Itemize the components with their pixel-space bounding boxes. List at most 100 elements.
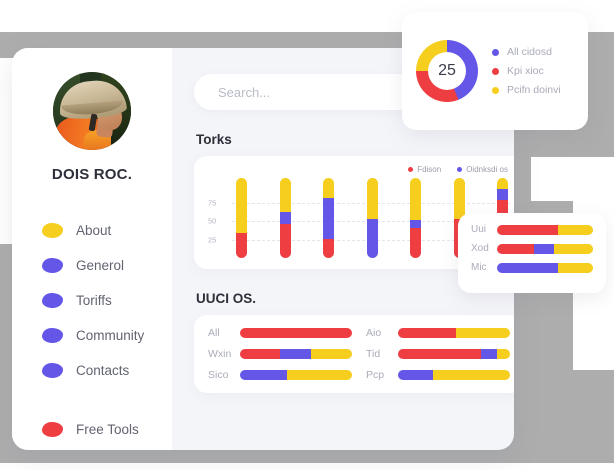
chart-legend: Fdison Oidnksdi os — [206, 165, 508, 174]
progress-row-label: Uui — [471, 224, 487, 235]
progress-segment — [398, 370, 433, 380]
donut-center-label: 25 — [428, 52, 466, 90]
progress-segment — [432, 370, 510, 380]
chart-bar[interactable] — [323, 178, 334, 258]
progress-track[interactable] — [497, 262, 593, 273]
chart-bar-segment — [410, 219, 421, 229]
y-axis-tick-label: 25 — [208, 235, 217, 244]
y-axis-tick-label: 50 — [208, 216, 217, 226]
progress-track[interactable] — [497, 224, 593, 235]
sidebar-item-about[interactable]: About — [12, 213, 172, 248]
chart-bar-segment — [323, 198, 334, 239]
sidebar: DOIS ROC. About Generol Toriffs Community Co… — [12, 48, 172, 450]
legend-item-fdison: Fdison — [408, 165, 441, 174]
chart-bar[interactable] — [279, 178, 291, 258]
sidebar-item-toriffs[interactable]: Toriffs — [12, 283, 172, 318]
chart-bar[interactable] — [236, 178, 247, 258]
progress-row-label: All — [208, 327, 220, 339]
sidebar-item-community[interactable]: Community — [12, 318, 172, 353]
chart-bar-segment — [279, 223, 291, 258]
progress-segment — [398, 349, 481, 359]
progress-track[interactable] — [398, 328, 510, 338]
progress-track[interactable] — [398, 349, 510, 359]
chart-bar-segment — [236, 233, 247, 258]
progress-segment — [240, 349, 281, 359]
background-white-bottom — [0, 463, 614, 470]
donut-legend-item-all-cidosd: All cidosd — [492, 46, 561, 58]
donut-legend-dot-icon — [492, 48, 499, 56]
sidebar-item-bullet-icon — [42, 293, 63, 308]
progress-segment — [496, 349, 510, 359]
progress-track[interactable] — [497, 243, 593, 254]
progress-segment — [310, 349, 352, 359]
progress-row-label: Tid — [366, 348, 381, 360]
legend-dot-icon — [408, 167, 414, 172]
legend-label: Oidnksdi os — [466, 165, 508, 174]
progress-segment — [456, 328, 510, 338]
progress-row-label: Mic — [471, 262, 487, 273]
background-white-top — [0, 0, 386, 32]
progress-track[interactable] — [240, 349, 352, 359]
sidebar-item-bullet-icon — [42, 258, 63, 273]
progress-row: Pcp — [366, 369, 510, 381]
chart-bar[interactable] — [366, 178, 378, 258]
progress-segment — [497, 224, 559, 235]
sidebar-item-label: Contacts — [76, 363, 130, 378]
sidebar-item-contacts[interactable]: Contacts — [12, 353, 172, 388]
chart-bar-segment — [410, 228, 421, 258]
donut-legend-dot-icon — [492, 86, 499, 94]
progress-track[interactable] — [240, 328, 352, 338]
chart-bar-segment — [497, 189, 508, 201]
sidebar-item-bullet-icon — [42, 363, 63, 378]
donut-legend-item-pcifn-doinvi: Pcifn doinvi — [492, 84, 561, 96]
legend-item-oidnksdi-os: Oidnksdi os — [457, 165, 508, 174]
sidebar-item-label: Community — [76, 328, 145, 343]
progress-segment — [553, 243, 593, 254]
progress-row-label: Xod — [471, 243, 489, 254]
uuci-os-card: All Aio Wxin Tid Sico Pcp — [194, 315, 514, 393]
sidebar-item-label: Generol — [76, 258, 125, 273]
sidebar-item-generol[interactable]: Generol — [12, 248, 172, 283]
chart-bar-segment — [453, 178, 465, 219]
donut-legend-item-kpi-xioc: Kpi xioc — [492, 65, 561, 77]
background-white-top-right — [386, 0, 614, 12]
progress-segment — [398, 328, 457, 338]
progress-segment — [497, 262, 559, 273]
progress-track[interactable] — [240, 370, 352, 380]
chart-bar-segment — [497, 178, 508, 190]
sidebar-item-free-tools[interactable]: Free Tools — [12, 412, 172, 447]
progress-segment — [534, 243, 554, 254]
donut-chart: 25 — [416, 40, 478, 102]
progress-row: Xod — [471, 243, 593, 254]
chart-bar-segment — [323, 238, 334, 258]
y-axis-tick-label: 75 — [208, 198, 217, 207]
chart-bar-segment — [323, 178, 334, 199]
background-white-right — [531, 157, 614, 201]
chart-bar-segment — [236, 178, 247, 234]
donut-legend-dot-icon — [492, 67, 499, 75]
section-title-uuci: UUCI OS. — [196, 291, 257, 306]
progress-segment — [287, 370, 352, 380]
sidebar-item-label: About — [76, 223, 112, 238]
progress-track[interactable] — [398, 370, 510, 380]
donut-legend: All cidosd Kpi xioc Pcifn doinvi — [492, 39, 561, 103]
sidebar-item-bullet-icon — [42, 328, 63, 343]
progress-row: Tid — [366, 348, 510, 360]
progress-row: Aio — [366, 327, 510, 339]
chart-bar-segment — [366, 218, 378, 258]
progress-row: Uui — [471, 224, 593, 235]
donut-legend-label: All cidosd — [507, 46, 552, 58]
progress-row: All — [208, 327, 352, 339]
progress-segment — [240, 328, 352, 338]
progress-segment — [240, 370, 288, 380]
chart-bar-segment — [279, 211, 291, 224]
chart-bar-segment — [410, 178, 421, 220]
donut-chart-card: 25 All cidosd Kpi xioc Pcifn doinvi — [402, 12, 588, 130]
donut-legend-label: Kpi xioc — [507, 65, 544, 77]
chart-bar[interactable] — [410, 178, 421, 258]
progress-row-label: Aio — [366, 327, 382, 339]
progress-segment — [280, 349, 311, 359]
progress-segment — [558, 262, 593, 273]
sidebar-item-bullet-icon — [42, 223, 63, 238]
sidebar-item-bullet-icon — [42, 422, 63, 437]
